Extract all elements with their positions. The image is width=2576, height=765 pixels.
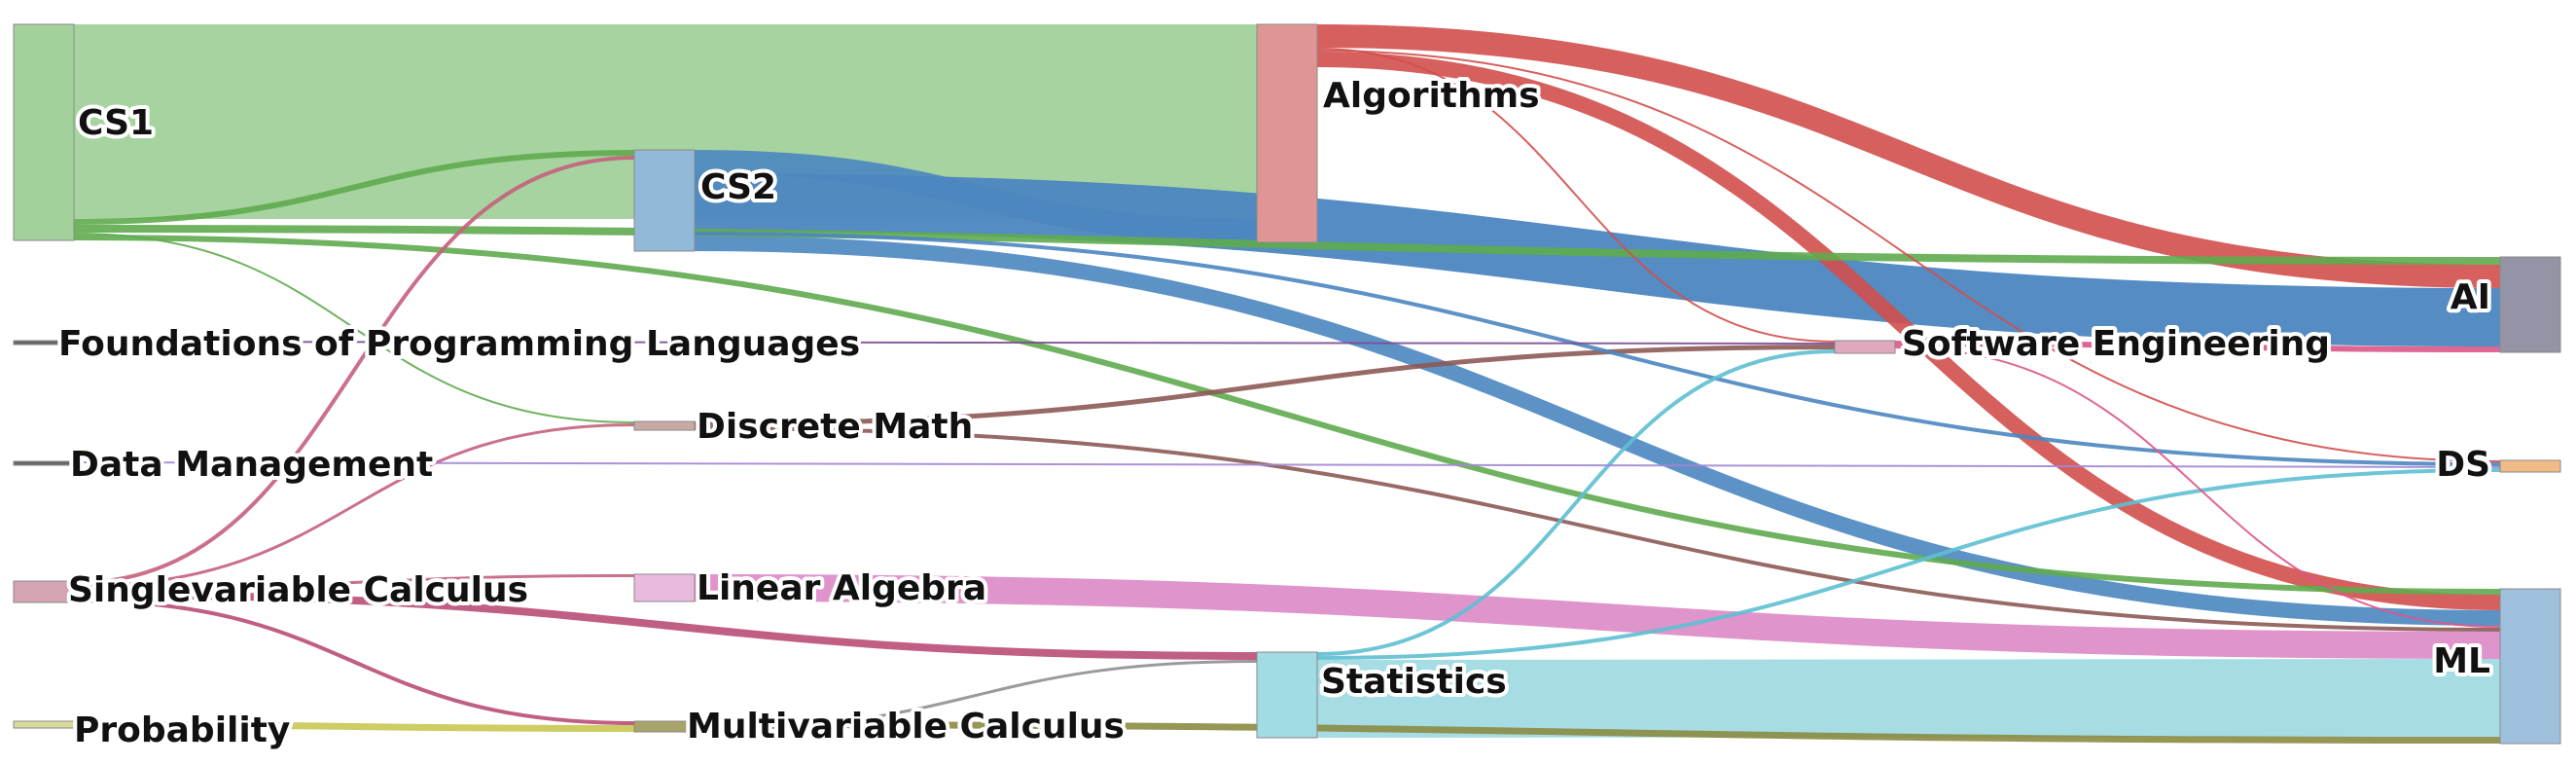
node-label-ai: AI bbox=[2451, 277, 2490, 317]
sankey-links bbox=[73, 23, 2501, 744]
node-ds[interactable] bbox=[2499, 459, 2561, 473]
node-ml[interactable] bbox=[2499, 588, 2561, 745]
link-se-to-ai bbox=[1894, 341, 2501, 352]
node-la[interactable] bbox=[633, 573, 696, 602]
node-label-ds: DS bbox=[2436, 445, 2490, 485]
link-prob-to-mvc bbox=[73, 721, 635, 732]
node-dmath[interactable] bbox=[633, 420, 696, 431]
node-label-cs2: CS2 bbox=[700, 167, 776, 207]
node-label-svc: Singlevariable Calculus bbox=[68, 570, 528, 610]
node-label-stats: Statistics bbox=[1321, 662, 1507, 702]
node-dm[interactable] bbox=[13, 460, 75, 466]
link-cs1-to-ai bbox=[73, 225, 2501, 265]
node-label-ml: ML bbox=[2433, 641, 2490, 681]
node-label-mvc: Multivariable Calculus bbox=[687, 707, 1125, 747]
link-svc-to-mvc bbox=[73, 599, 635, 725]
link-stats-to-ds bbox=[1316, 468, 2501, 660]
link-svc-to-dmath bbox=[73, 423, 635, 588]
link-cs1-to-cs2 bbox=[73, 150, 635, 225]
node-mvc[interactable] bbox=[633, 720, 696, 733]
node-alg[interactable] bbox=[1256, 23, 1318, 243]
node-cs2[interactable] bbox=[633, 149, 696, 252]
node-stats[interactable] bbox=[1256, 651, 1318, 739]
node-label-alg: Algorithms bbox=[1323, 76, 1540, 116]
link-fpl-to-se bbox=[73, 341, 1836, 345]
link-dm-to-ds bbox=[73, 461, 2501, 468]
link-stats-to-ml bbox=[1316, 659, 2501, 738]
link-cs2-to-alg bbox=[694, 150, 1258, 242]
sankey-nodes bbox=[13, 23, 2561, 745]
link-mvc-to-ml bbox=[694, 721, 2501, 744]
node-cs1[interactable] bbox=[13, 23, 75, 241]
node-fpl[interactable] bbox=[13, 340, 75, 346]
link-cs2-to-ds bbox=[694, 232, 2501, 466]
link-cs1-to-ml bbox=[73, 235, 2501, 595]
sankey-labels: CS1 CS2 Foundations of Programming Languag… bbox=[54, 72, 2494, 754]
link-alg-to-se bbox=[1316, 48, 1836, 343]
link-se-to-ml bbox=[1894, 346, 2501, 628]
node-prob[interactable] bbox=[13, 720, 75, 729]
link-cs1-to-dmath bbox=[73, 233, 635, 423]
link-svc-to-stats bbox=[73, 591, 1258, 660]
node-se[interactable] bbox=[1834, 340, 1896, 354]
node-label-la: Linear Algebra bbox=[697, 568, 986, 608]
link-cs2-to-ml bbox=[694, 236, 2501, 626]
node-ai[interactable] bbox=[2499, 256, 2561, 353]
link-stats-to-se bbox=[1316, 349, 1836, 656]
link-svc-to-la bbox=[73, 574, 635, 591]
node-label-fpl: Foundations of Programming Languages bbox=[58, 324, 860, 364]
link-svc-to-cs2 bbox=[73, 156, 635, 585]
link-alg-to-ml bbox=[1316, 52, 2501, 610]
node-label-se: Software Engineering bbox=[1902, 324, 2330, 364]
node-label-prob: Probability bbox=[74, 710, 290, 750]
node-svc[interactable] bbox=[13, 580, 75, 603]
node-label-dm: Data Management bbox=[70, 445, 433, 485]
link-la-to-ml bbox=[694, 574, 2501, 659]
node-label-dmath: Discrete Math bbox=[697, 407, 973, 447]
link-mvc-to-stats bbox=[694, 660, 1258, 731]
link-alg-to-ds bbox=[1316, 50, 2501, 462]
node-label-cs1: CS1 bbox=[78, 103, 154, 143]
link-dmath-to-ml bbox=[694, 426, 2501, 632]
